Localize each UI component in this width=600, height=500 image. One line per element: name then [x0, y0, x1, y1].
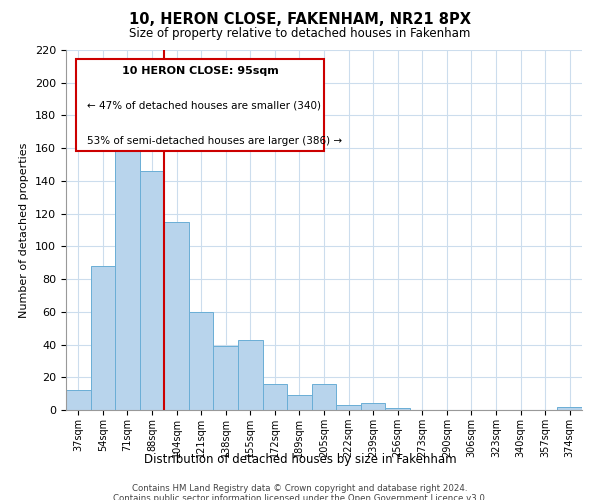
- Bar: [140, 171, 164, 410]
- Bar: [287, 396, 312, 410]
- Bar: [189, 312, 214, 410]
- Text: 10 HERON CLOSE: 95sqm: 10 HERON CLOSE: 95sqm: [122, 66, 278, 76]
- Bar: [115, 117, 140, 410]
- Bar: [66, 390, 91, 410]
- Text: 53% of semi-detached houses are larger (386) →: 53% of semi-detached houses are larger (…: [86, 136, 342, 146]
- FancyBboxPatch shape: [76, 59, 324, 151]
- Y-axis label: Number of detached properties: Number of detached properties: [19, 142, 29, 318]
- Text: Distribution of detached houses by size in Fakenham: Distribution of detached houses by size …: [143, 452, 457, 466]
- Bar: [238, 340, 263, 410]
- Bar: [214, 346, 238, 410]
- Text: Contains HM Land Registry data © Crown copyright and database right 2024.: Contains HM Land Registry data © Crown c…: [132, 484, 468, 493]
- Text: ← 47% of detached houses are smaller (340): ← 47% of detached houses are smaller (34…: [86, 100, 320, 110]
- Text: Contains public sector information licensed under the Open Government Licence v3: Contains public sector information licen…: [113, 494, 487, 500]
- Bar: [557, 406, 582, 410]
- Bar: [263, 384, 287, 410]
- Bar: [164, 222, 189, 410]
- Bar: [361, 404, 385, 410]
- Text: 10, HERON CLOSE, FAKENHAM, NR21 8PX: 10, HERON CLOSE, FAKENHAM, NR21 8PX: [129, 12, 471, 28]
- Text: Size of property relative to detached houses in Fakenham: Size of property relative to detached ho…: [130, 28, 470, 40]
- Bar: [336, 405, 361, 410]
- Bar: [312, 384, 336, 410]
- Bar: [91, 266, 115, 410]
- Bar: [385, 408, 410, 410]
